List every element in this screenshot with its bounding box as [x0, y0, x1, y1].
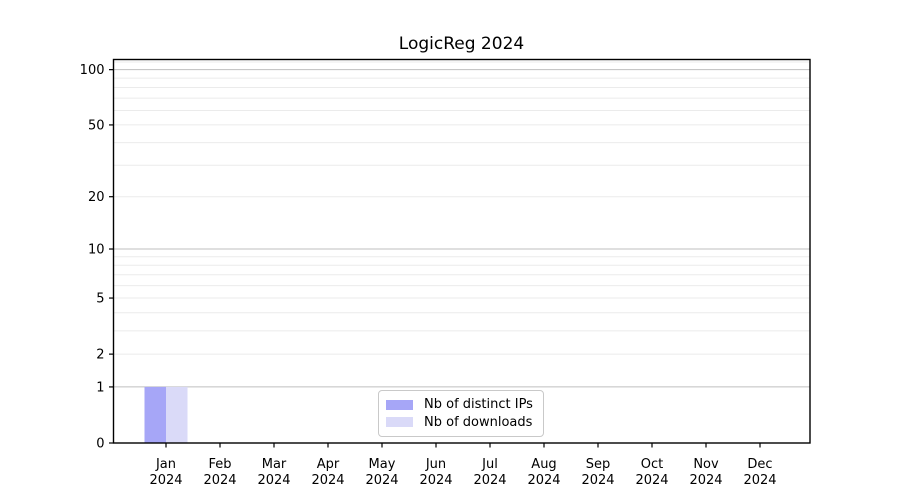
x-tick-label-month-sep: Sep	[586, 457, 611, 472]
x-tick-label-year-mar: 2024	[257, 473, 290, 488]
x-tick-label-month-aug: Aug	[531, 457, 556, 472]
y-tick-label-10: 10	[88, 243, 105, 258]
legend-label-downloads: Nb of downloads	[424, 414, 533, 430]
legend-swatch-distinct-ips	[386, 399, 413, 410]
x-tick-label-year-jun: 2024	[419, 473, 452, 488]
x-tick-label-month-oct: Oct	[641, 457, 663, 472]
x-tick-label-month-jul: Jul	[481, 457, 498, 472]
x-tick-label-month-may: May	[369, 457, 396, 472]
bar-distinct-ips-jan	[144, 386, 166, 443]
bar-downloads-jan	[166, 386, 188, 443]
x-tick-label-year-may: 2024	[365, 473, 398, 488]
x-tick-label-year-aug: 2024	[527, 473, 560, 488]
x-tick-label-year-feb: 2024	[203, 473, 236, 488]
y-tick-label-1: 1	[96, 380, 104, 395]
x-tick-label-year-nov: 2024	[689, 473, 722, 488]
x-tick-label-month-feb: Feb	[208, 457, 231, 472]
legend-label-distinct-ips: Nb of distinct IPs	[424, 397, 533, 413]
y-tick-label-2: 2	[96, 348, 104, 363]
x-tick-label-month-jun: Jun	[425, 457, 446, 472]
y-tick-label-0: 0	[96, 437, 104, 452]
x-tick-label-month-dec: Dec	[747, 457, 772, 472]
legend: Nb of distinct IPs Nb of downloads	[378, 390, 544, 437]
y-tick-label-5: 5	[96, 292, 104, 307]
x-tick-label-month-jan: Jan	[155, 457, 176, 472]
x-tick-label-year-apr: 2024	[311, 473, 344, 488]
legend-item-downloads: Nb of downloads	[386, 416, 537, 429]
plot-frame	[112, 58, 811, 444]
x-tick-label-year-dec: 2024	[743, 473, 776, 488]
chart-title: LogicReg 2024	[398, 34, 525, 54]
x-tick-label-month-apr: Apr	[317, 457, 340, 472]
legend-swatch-downloads	[386, 417, 413, 428]
y-tick-label-20: 20	[88, 190, 105, 205]
x-tick-label-year-jan: 2024	[149, 473, 182, 488]
x-tick-label-year-sep: 2024	[581, 473, 614, 488]
x-tick-label-year-jul: 2024	[473, 473, 506, 488]
x-tick-label-month-nov: Nov	[693, 457, 719, 472]
legend-item-distinct-ips: Nb of distinct IPs	[386, 398, 537, 411]
y-tick-label-50: 50	[88, 118, 105, 133]
x-tick-label-month-mar: Mar	[262, 457, 287, 472]
x-tick-label-year-oct: 2024	[635, 473, 668, 488]
y-tick-label-100: 100	[80, 63, 105, 78]
